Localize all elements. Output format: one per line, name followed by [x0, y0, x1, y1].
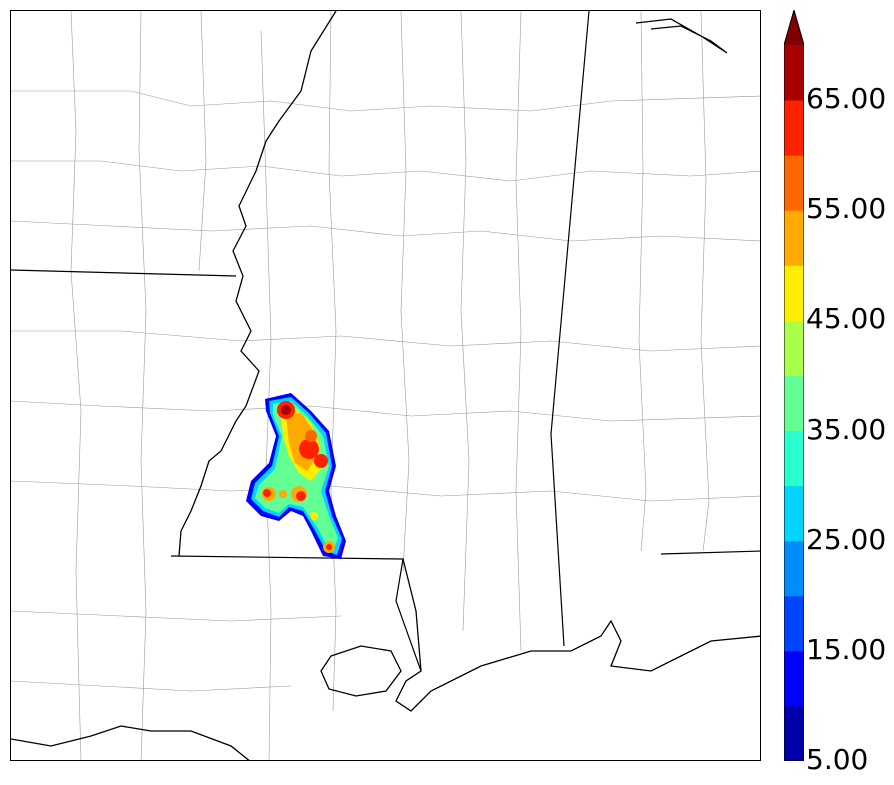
map-canvas	[11, 11, 760, 760]
colorbar-segment	[784, 155, 804, 211]
colorbar-segment	[784, 430, 804, 487]
colorbar-tick-label: 55.00	[806, 192, 887, 226]
colorbar-segment	[784, 650, 804, 707]
reflectivity-area	[246, 393, 346, 559]
colorbar-segment	[784, 705, 804, 761]
colorbar-tick-label: 15.00	[806, 632, 887, 666]
colorbar-extend-arrow	[784, 10, 804, 45]
county-borders	[11, 11, 760, 760]
colorbar-segment	[784, 375, 804, 432]
bay-top	[635, 18, 728, 54]
colorbar-tick-label: 25.00	[806, 522, 887, 556]
colorbar-tick-label: 65.00	[806, 82, 887, 116]
colorbar-segment	[784, 485, 804, 542]
coastline	[395, 558, 760, 712]
colorbar-segment	[784, 540, 804, 597]
lake	[320, 645, 402, 697]
colorbar-segment	[784, 45, 804, 101]
state-borders	[11, 11, 760, 672]
colorbar-segment	[784, 320, 804, 376]
colorbar-segment	[784, 595, 804, 652]
coastline-west	[11, 725, 250, 760]
colorbar-tick-label: 45.00	[806, 302, 887, 336]
map-panel	[10, 10, 761, 761]
colorbar-segment	[784, 265, 804, 321]
colorbar	[784, 10, 804, 761]
colorbar-tick-label: 5.00	[806, 743, 869, 776]
colorbar-segment	[784, 210, 804, 266]
river-line	[178, 11, 337, 557]
colorbar-segment	[784, 100, 804, 156]
colorbar-tick-label: 35.00	[806, 412, 887, 446]
